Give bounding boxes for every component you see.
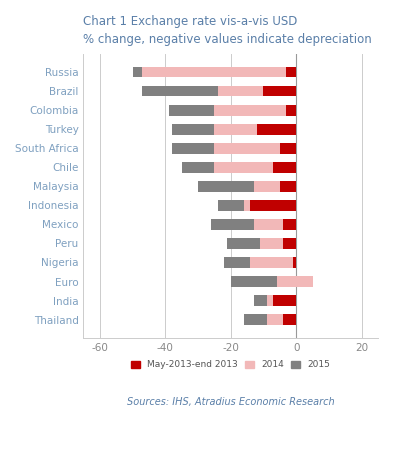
Bar xyxy=(214,162,273,172)
Bar xyxy=(224,257,250,268)
Bar xyxy=(218,200,244,211)
Bar xyxy=(244,200,250,211)
Bar xyxy=(214,143,280,154)
Bar xyxy=(142,67,286,77)
Bar xyxy=(267,315,283,325)
Bar xyxy=(218,86,263,96)
Bar xyxy=(273,162,296,172)
Text: Sources: IHS, Atradius Economic Research: Sources: IHS, Atradius Economic Research xyxy=(127,397,334,407)
Bar xyxy=(273,295,296,306)
Bar xyxy=(214,105,286,116)
Bar xyxy=(286,105,296,116)
Bar xyxy=(253,181,280,192)
Bar xyxy=(277,276,312,287)
Bar xyxy=(142,86,218,96)
Bar xyxy=(132,67,142,77)
Text: Chart 1 Exchange rate vis-a-vis USD
% change, negative values indicate depreciat: Chart 1 Exchange rate vis-a-vis USD % ch… xyxy=(83,15,372,46)
Bar xyxy=(257,124,296,135)
Bar xyxy=(283,219,296,230)
Bar xyxy=(283,315,296,325)
Bar xyxy=(169,105,214,116)
Bar xyxy=(182,162,214,172)
Bar xyxy=(253,219,283,230)
Bar xyxy=(250,200,296,211)
Bar xyxy=(231,276,277,287)
Bar xyxy=(280,143,296,154)
Bar xyxy=(253,295,267,306)
Bar xyxy=(260,238,283,249)
Bar xyxy=(198,181,253,192)
Bar xyxy=(263,86,296,96)
Legend: May-2013-end 2013, 2014, 2015: May-2013-end 2013, 2014, 2015 xyxy=(127,356,334,373)
Bar xyxy=(244,315,267,325)
Bar xyxy=(211,219,253,230)
Bar xyxy=(267,295,273,306)
Bar xyxy=(172,143,214,154)
Bar xyxy=(286,67,296,77)
Bar xyxy=(250,257,293,268)
Bar xyxy=(172,124,214,135)
Bar xyxy=(293,257,296,268)
Bar xyxy=(296,276,312,287)
Bar xyxy=(280,181,296,192)
Bar xyxy=(228,238,260,249)
Bar xyxy=(214,124,257,135)
Bar xyxy=(283,238,296,249)
